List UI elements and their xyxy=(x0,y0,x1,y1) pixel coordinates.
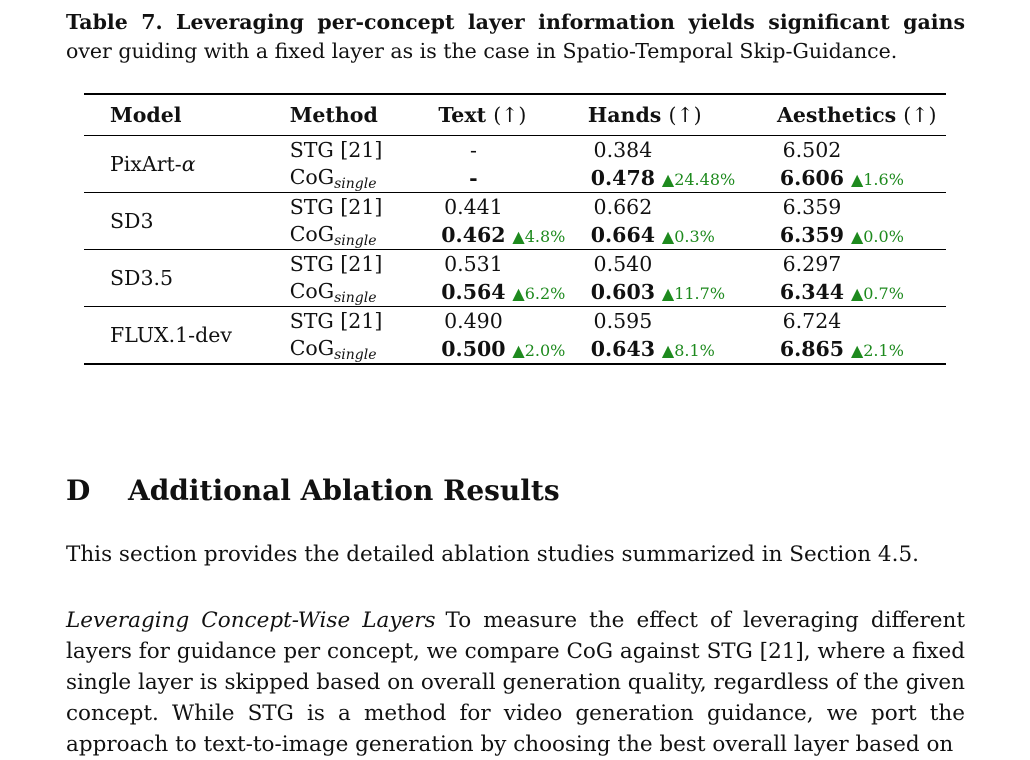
cell-text-cog: 0.500 ▲2.0% xyxy=(441,337,566,361)
cell-aes-stg: 6.502 xyxy=(782,138,842,162)
caption-rest: over guiding with a fixed layer as is th… xyxy=(66,39,898,63)
cell-aes-cog: 6.344 ▲0.7% xyxy=(779,280,904,304)
page: Table 7. Leveraging per-concept layer in… xyxy=(66,8,965,757)
cell-aes-stg: 6.297 xyxy=(782,252,842,276)
section-title: Additional Ablation Results xyxy=(128,474,560,507)
table-row: PixArt-α STG [21] - 0.384 6.502 xyxy=(84,136,946,176)
table-row: CoGsingle 0.462 ▲4.8% 0.664 ▲0.3% 6.359 ▲0.0% xyxy=(84,221,946,250)
cell-text-cog: 0.564 ▲6.2% xyxy=(441,280,566,304)
cell-aes-stg: 6.724 xyxy=(782,309,842,333)
cell-model: SD3 xyxy=(110,209,154,233)
cell-text-cog: - xyxy=(469,166,478,190)
cell-method-stg: STG [21] xyxy=(289,309,383,333)
gain-badge: ▲8.1% xyxy=(661,341,715,360)
header-text: Text (↑) xyxy=(438,103,527,127)
table-row: SD3 STG [21] 0.441 0.662 6.359 xyxy=(84,193,946,233)
cell-model: PixArt-α xyxy=(110,152,196,176)
cell-hands-cog: 0.478 ▲24.48% xyxy=(590,166,736,190)
cell-hands-stg: 0.540 xyxy=(593,252,653,276)
gain-badge: ▲0.7% xyxy=(850,284,904,303)
header-aesthetics: Aesthetics (↑) xyxy=(776,103,937,127)
table-row: CoGsingle - 0.478 ▲24.48% 6.606 ▲1.6% xyxy=(84,164,946,193)
cell-model: SD3.5 xyxy=(110,266,174,290)
cell-method-stg: STG [21] xyxy=(289,252,383,276)
cell-method-stg: STG [21] xyxy=(289,195,383,219)
body-paragraph: Leveraging Concept-Wise Layers To measure… xyxy=(66,605,965,760)
cell-model: FLUX.1-dev xyxy=(110,323,232,347)
cell-aes-cog: 6.865 ▲2.1% xyxy=(779,337,904,361)
table-caption: Table 7. Leveraging per-concept layer in… xyxy=(66,8,965,66)
cell-hands-cog: 0.643 ▲8.1% xyxy=(590,337,715,361)
section-heading: D Additional Ablation Results xyxy=(66,474,560,507)
cell-text-stg: - xyxy=(469,138,477,162)
gain-badge: ▲4.8% xyxy=(512,227,566,246)
gain-badge: ▲1.6% xyxy=(850,170,904,189)
table-row: FLUX.1-dev STG [21] 0.490 0.595 6.724 xyxy=(84,307,946,347)
cell-method-cog: CoGsingle xyxy=(289,164,377,192)
intro-paragraph: This section provides the detailed ablat… xyxy=(66,542,919,567)
cell-text-stg: 0.490 xyxy=(444,309,503,333)
caption-bold: Table 7. Leveraging per-concept layer in… xyxy=(66,10,965,34)
cell-method-cog: CoGsingle xyxy=(289,278,377,306)
cell-text-stg: 0.441 xyxy=(444,195,503,219)
cell-aes-cog: 6.359 ▲0.0% xyxy=(779,223,904,247)
cell-aes-stg: 6.359 xyxy=(782,195,842,219)
up-arrow-icon: (↑) xyxy=(903,103,937,127)
cell-method-cog: CoGsingle xyxy=(289,335,377,363)
paragraph-lead: Leveraging Concept-Wise Layers xyxy=(66,608,436,633)
table-row: CoGsingle 0.500 ▲2.0% 0.643 ▲8.1% 6.865 ▲2.1% xyxy=(84,335,946,364)
results-table: Model Method Text (↑) Hands (↑) Aestheti… xyxy=(84,93,946,365)
gain-badge: ▲24.48% xyxy=(661,170,736,189)
gain-badge: ▲0.0% xyxy=(850,227,904,246)
cell-text-cog: 0.462 ▲4.8% xyxy=(441,223,566,247)
cell-hands-cog: 0.664 ▲0.3% xyxy=(590,223,715,247)
cell-hands-cog: 0.603 ▲11.7% xyxy=(590,280,726,304)
gain-badge: ▲2.1% xyxy=(850,341,904,360)
header-model: Model xyxy=(110,103,182,127)
gain-badge: ▲6.2% xyxy=(512,284,566,303)
gain-badge: ▲11.7% xyxy=(661,284,726,303)
table-row: SD3.5 STG [21] 0.531 0.540 6.297 xyxy=(84,250,946,290)
gain-badge: ▲0.3% xyxy=(661,227,715,246)
cell-hands-stg: 0.662 xyxy=(593,195,653,219)
header-hands: Hands (↑) xyxy=(587,103,702,127)
header-method: Method xyxy=(289,103,378,127)
section-number: D xyxy=(66,474,91,507)
cell-method-stg: STG [21] xyxy=(289,138,383,162)
cell-hands-stg: 0.384 xyxy=(593,138,653,162)
cell-aes-cog: 6.606 ▲1.6% xyxy=(779,166,904,190)
cell-method-cog: CoGsingle xyxy=(289,221,377,249)
cell-hands-stg: 0.595 xyxy=(593,309,653,333)
header-row: Model Method Text (↑) Hands (↑) Aestheti… xyxy=(84,94,946,136)
gain-badge: ▲2.0% xyxy=(512,341,566,360)
up-arrow-icon: (↑) xyxy=(493,103,527,127)
table-row: CoGsingle 0.564 ▲6.2% 0.603 ▲11.7% 6.344 ▲0.7% xyxy=(84,278,946,307)
cell-text-stg: 0.531 xyxy=(444,252,503,276)
up-arrow-icon: (↑) xyxy=(668,103,702,127)
